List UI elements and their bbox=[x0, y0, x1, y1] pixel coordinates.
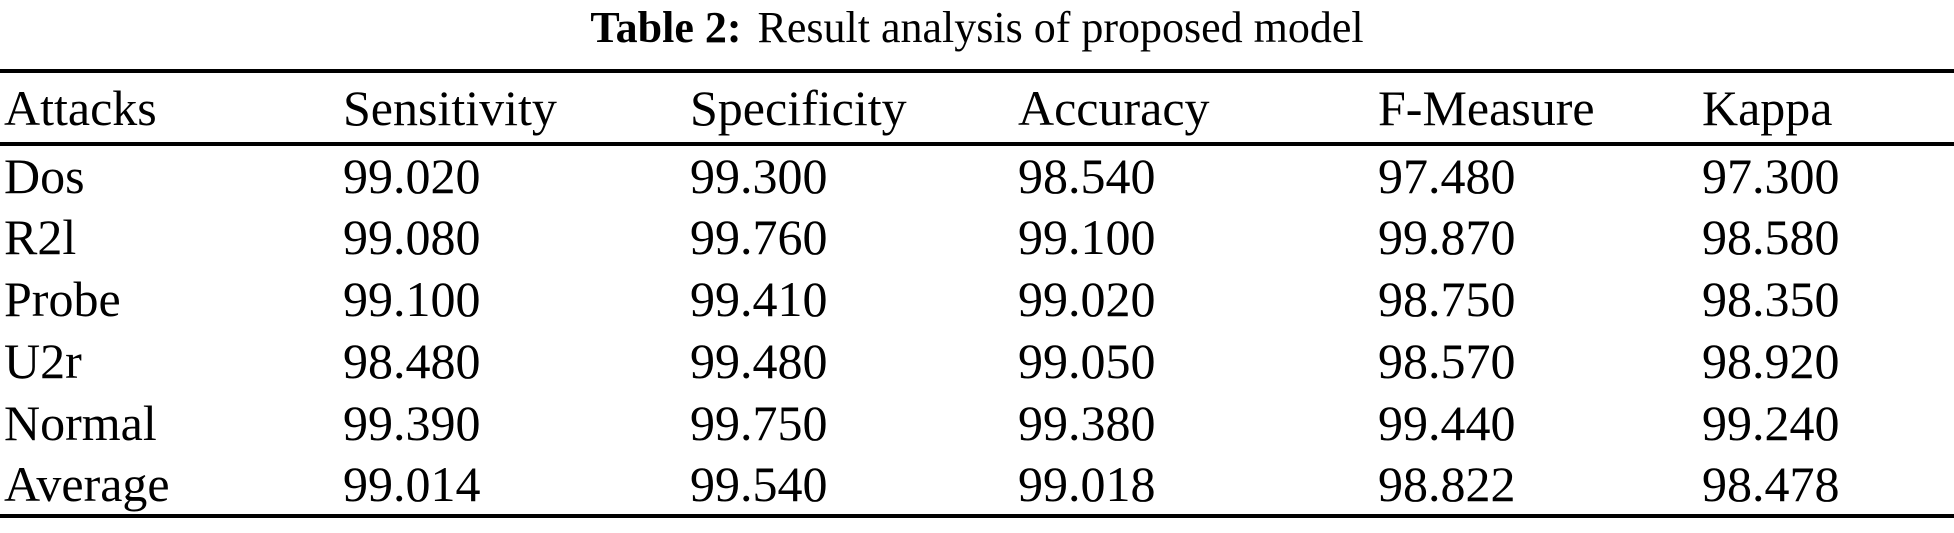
table-caption: Table 2: Result analysis of proposed mode… bbox=[0, 0, 1954, 69]
value-cell: 97.480 bbox=[1378, 148, 1516, 204]
value-cell: 99.750 bbox=[690, 395, 828, 451]
row-label-cell: U2r bbox=[4, 333, 82, 389]
value-cell: 99.018 bbox=[1018, 456, 1156, 512]
value-cell: 98.822 bbox=[1378, 456, 1516, 512]
value-cell: 99.080 bbox=[343, 209, 481, 265]
value-cell: 99.760 bbox=[690, 209, 828, 265]
value-cell: 98.478 bbox=[1702, 456, 1840, 512]
row-label-cell: Normal bbox=[4, 395, 157, 451]
value-cell: 99.240 bbox=[1702, 395, 1840, 451]
header-row: Attacks Sensitivity Specificity Accuracy… bbox=[0, 71, 1954, 144]
value-cell: 99.100 bbox=[343, 271, 481, 327]
value-cell: 99.870 bbox=[1378, 209, 1516, 265]
value-cell: 99.300 bbox=[690, 148, 828, 204]
row-label-cell: R2l bbox=[4, 209, 77, 265]
value-cell: 99.390 bbox=[343, 395, 481, 451]
column-header-fmeasure: F-Measure bbox=[1378, 79, 1595, 136]
value-cell: 99.480 bbox=[690, 333, 828, 389]
column-header-sensitivity: Sensitivity bbox=[343, 79, 557, 136]
table-row: Dos 99.020 99.300 98.540 97.480 97.300 bbox=[0, 144, 1954, 206]
value-cell: 98.920 bbox=[1702, 333, 1840, 389]
value-cell: 98.580 bbox=[1702, 209, 1840, 265]
row-label-cell: Average bbox=[4, 456, 170, 512]
value-cell: 99.380 bbox=[1018, 395, 1156, 451]
value-cell: 97.300 bbox=[1702, 148, 1840, 204]
value-cell: 99.014 bbox=[343, 456, 481, 512]
table-caption-text: Result analysis of proposed model bbox=[757, 3, 1364, 52]
value-cell: 99.540 bbox=[690, 456, 828, 512]
value-cell: 99.020 bbox=[343, 148, 481, 204]
value-cell: 98.350 bbox=[1702, 271, 1840, 327]
value-cell: 98.540 bbox=[1018, 148, 1156, 204]
results-table: Attacks Sensitivity Specificity Accuracy… bbox=[0, 69, 1954, 518]
value-cell: 98.480 bbox=[343, 333, 481, 389]
value-cell: 99.100 bbox=[1018, 209, 1156, 265]
row-label-cell: Dos bbox=[4, 148, 85, 204]
table-row: Normal 99.390 99.750 99.380 99.440 99.24… bbox=[0, 392, 1954, 454]
value-cell: 99.020 bbox=[1018, 271, 1156, 327]
value-cell: 99.410 bbox=[690, 271, 828, 327]
table-row: U2r 98.480 99.480 99.050 98.570 98.920 bbox=[0, 330, 1954, 392]
table-row: Probe 99.100 99.410 99.020 98.750 98.350 bbox=[0, 268, 1954, 330]
value-cell: 98.750 bbox=[1378, 271, 1516, 327]
column-header-accuracy: Accuracy bbox=[1018, 79, 1210, 136]
value-cell: 99.440 bbox=[1378, 395, 1516, 451]
column-header-kappa: Kappa bbox=[1702, 79, 1833, 136]
table-row: Average 99.014 99.540 99.018 98.822 98.4… bbox=[0, 454, 1954, 516]
column-header-attacks: Attacks bbox=[4, 79, 157, 136]
value-cell: 98.570 bbox=[1378, 333, 1516, 389]
value-cell: 99.050 bbox=[1018, 333, 1156, 389]
row-label-cell: Probe bbox=[4, 271, 121, 327]
column-header-specificity: Specificity bbox=[690, 79, 907, 136]
table-row: R2l 99.080 99.760 99.100 99.870 98.580 bbox=[0, 206, 1954, 268]
table-caption-label: Table 2: bbox=[590, 3, 742, 52]
